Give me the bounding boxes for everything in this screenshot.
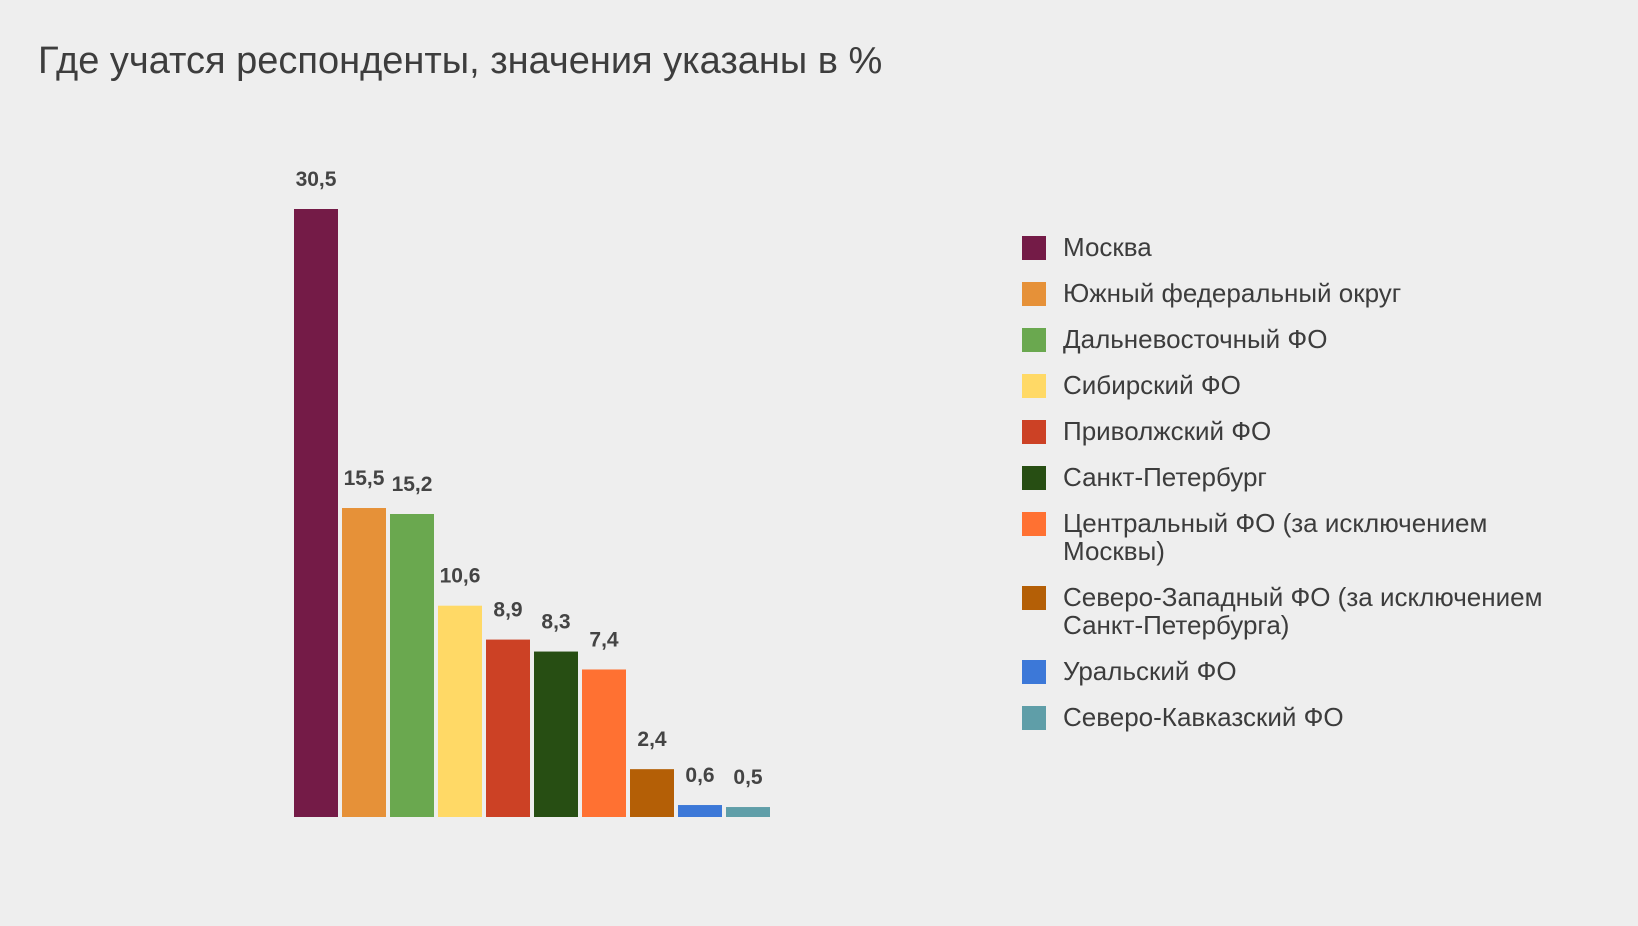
bar-value-label: 8,3 <box>541 611 570 634</box>
legend-item: Северо-Западный ФО (за исключением Санкт… <box>1022 583 1582 639</box>
legend-label: Приволжский ФО <box>1063 416 1272 446</box>
bar <box>294 209 338 817</box>
legend-label: Центральный ФО (за исключением Москвы) <box>1063 508 1488 566</box>
legend-label: Северо-Кавказский ФО <box>1063 702 1344 732</box>
legend-swatch <box>1022 512 1046 536</box>
legend-swatch <box>1022 420 1046 444</box>
chart-legend: Москва Южный федеральный округ Дальневосто… <box>1022 233 1582 749</box>
bar-value-label: 0,5 <box>733 766 763 789</box>
bar <box>534 651 578 817</box>
legend-label: Южный федеральный округ <box>1063 278 1402 308</box>
legend-item: Северо-Кавказский ФО <box>1022 703 1582 731</box>
legend-swatch <box>1022 660 1046 684</box>
bar-value-label: 2,4 <box>637 728 667 751</box>
legend-item: Санкт-Петербург <box>1022 463 1582 491</box>
bar <box>630 769 674 817</box>
legend-item: Центральный ФО (за исключением Москвы) <box>1022 509 1582 565</box>
legend-item: Уральский ФО <box>1022 657 1582 685</box>
bar <box>390 513 434 817</box>
legend-item: Приволжский ФО <box>1022 417 1582 445</box>
bar <box>486 639 530 817</box>
legend-label: Санкт-Петербург <box>1063 462 1267 492</box>
bar <box>582 669 626 817</box>
bar-value-label: 15,5 <box>344 467 385 490</box>
bar-chart: 30,5 15,5 15,2 10,6 8,9 8,3 7,4 2,4 0,6 0,5 <box>294 168 770 817</box>
legend-item: Дальневосточный ФО <box>1022 325 1582 353</box>
legend-swatch <box>1022 282 1046 306</box>
legend-swatch <box>1022 706 1046 730</box>
bar-value-label: 0,6 <box>685 764 714 787</box>
legend-item: Южный федеральный округ <box>1022 279 1582 307</box>
bar-value-label: 15,2 <box>392 473 433 496</box>
legend-swatch <box>1022 328 1046 352</box>
bar <box>678 805 722 817</box>
legend-item: Сибирский ФО <box>1022 371 1582 399</box>
legend-label: Сибирский ФО <box>1063 370 1241 400</box>
chart-title: Где учатся респонденты, значения указаны… <box>38 40 883 82</box>
legend-item: Москва <box>1022 233 1582 261</box>
legend-swatch <box>1022 236 1046 260</box>
bar <box>726 807 770 817</box>
legend-swatch <box>1022 374 1046 398</box>
legend-label: Дальневосточный ФО <box>1063 324 1328 354</box>
legend-label: Северо-Западный ФО (за исключением Санкт… <box>1063 582 1543 640</box>
legend-label: Уральский ФО <box>1063 656 1237 686</box>
bar-value-label: 10,6 <box>440 565 481 588</box>
bar-value-label: 30,5 <box>296 168 337 191</box>
legend-swatch <box>1022 466 1046 490</box>
bar <box>342 508 386 817</box>
bar-value-label: 8,9 <box>493 599 522 622</box>
legend-swatch <box>1022 586 1046 610</box>
bar <box>438 605 482 817</box>
legend-label: Москва <box>1063 232 1152 262</box>
bar-value-label: 7,4 <box>589 628 619 651</box>
